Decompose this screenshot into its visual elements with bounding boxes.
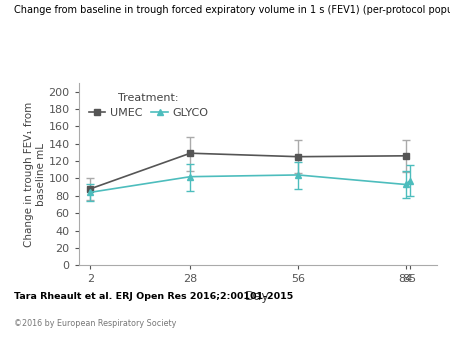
Y-axis label: Change in trough FEV₁ from
baseline mL: Change in trough FEV₁ from baseline mL — [24, 101, 46, 247]
Text: ©2016 by European Respiratory Society: ©2016 by European Respiratory Society — [14, 319, 176, 329]
X-axis label: Day: Day — [245, 290, 270, 303]
Legend: UMEC, GLYCO: UMEC, GLYCO — [84, 88, 213, 123]
Text: Tara Rheault et al. ERJ Open Res 2016;2:00101-2015: Tara Rheault et al. ERJ Open Res 2016;2:… — [14, 292, 293, 301]
Text: Change from baseline in trough forced expiratory volume in 1 s (FEV1) (per-proto: Change from baseline in trough forced ex… — [14, 5, 450, 15]
